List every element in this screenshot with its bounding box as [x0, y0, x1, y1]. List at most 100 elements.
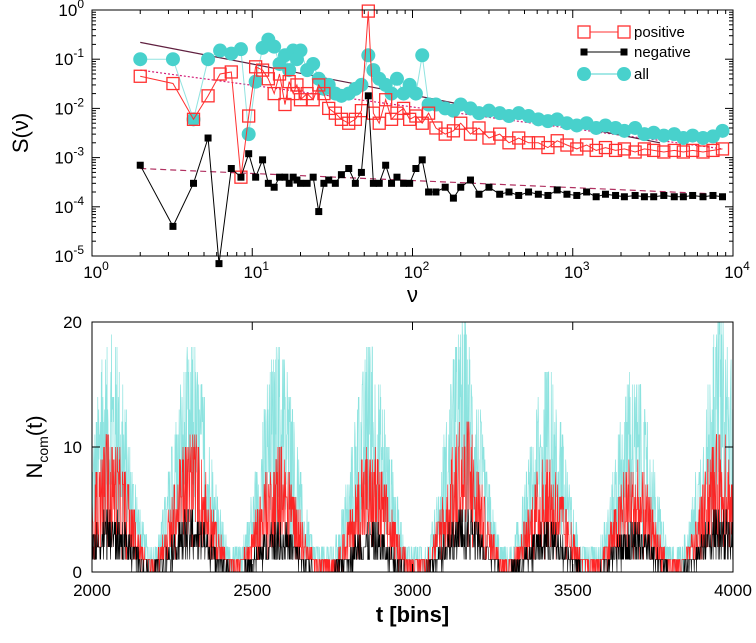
data-point-positive	[234, 170, 248, 184]
data-point-positive	[676, 145, 691, 159]
data-point-negative	[237, 173, 245, 181]
data-point-negative	[259, 156, 267, 164]
y-tick-label: 0	[73, 563, 82, 582]
data-point-negative	[169, 222, 177, 230]
y-tick-label: 20	[63, 313, 82, 332]
legend-label: positive	[634, 24, 685, 41]
tick-base: 10	[564, 263, 583, 282]
data-point-positive	[421, 106, 436, 120]
x-tick-label: 3500	[554, 581, 592, 600]
data-point-negative	[345, 165, 353, 173]
tick-base: 10	[54, 149, 73, 168]
tick-base: 10	[724, 263, 743, 282]
data-point-negative	[412, 165, 420, 173]
x-tick-label: 102	[404, 259, 430, 282]
data-point-positive	[696, 145, 710, 159]
trace-positive	[91, 421, 734, 573]
data-point-positive	[201, 89, 215, 103]
y-axis-label-sub: com	[35, 436, 51, 462]
series-line-negative	[139, 95, 723, 264]
data-point-positive	[628, 145, 642, 159]
x-tick-label: 3000	[394, 581, 432, 600]
data-point-negative	[592, 193, 600, 201]
data-point-negative	[303, 179, 311, 187]
data-point-negative	[276, 173, 284, 181]
data-point-negative	[485, 183, 493, 191]
data-point-positive	[715, 142, 730, 156]
legend-marker	[577, 25, 591, 39]
x-axis-label: ν	[407, 282, 418, 307]
data-point-negative	[640, 193, 648, 201]
data-point-positive	[454, 116, 468, 130]
data-point-negative	[650, 193, 658, 201]
legend-item-positive: positive	[577, 24, 685, 41]
data-point-negative	[620, 193, 628, 201]
data-point-positive	[224, 65, 238, 79]
data-point-all	[248, 74, 263, 89]
data-point-positive	[317, 86, 331, 101]
data-point-positive	[512, 131, 526, 145]
data-point-positive	[261, 72, 275, 86]
data-point-negative	[320, 179, 328, 187]
data-point-positive	[396, 101, 411, 116]
data-point-negative	[337, 171, 345, 179]
x-tick-label: 104	[724, 259, 750, 282]
data-point-all	[481, 103, 496, 118]
x-tick-label: 103	[564, 259, 590, 282]
data-point-negative	[563, 190, 571, 198]
data-point-all	[617, 123, 632, 138]
data-point-negative	[245, 150, 253, 158]
data-point-negative	[388, 179, 396, 187]
tick-base: 10	[404, 263, 423, 282]
legend-marker	[617, 25, 631, 39]
legend-marker	[617, 67, 631, 81]
tick-exponent: -4	[73, 194, 84, 208]
x-tick-label: 2500	[233, 581, 271, 600]
time-series-traces	[91, 321, 734, 573]
data-point-negative	[227, 165, 235, 173]
data-point-positive	[248, 60, 263, 74]
data-point-positive	[637, 142, 652, 156]
y-tick-label: 10-4	[54, 194, 84, 217]
data-point-positive	[589, 143, 603, 158]
legend-label: negative	[634, 44, 691, 61]
tick-base: 10	[243, 263, 262, 282]
tick-exponent: 4	[743, 259, 750, 273]
series-negative	[136, 92, 727, 268]
data-point-positive	[334, 112, 349, 126]
data-point-positive	[482, 131, 496, 145]
data-point-positive	[541, 140, 555, 155]
data-point-negative	[289, 173, 297, 181]
data-point-positive	[706, 143, 720, 158]
tick-base: 10	[58, 1, 77, 20]
y-tick-label: 10	[63, 438, 82, 457]
data-point-positive	[617, 142, 632, 156]
data-point-positive	[521, 136, 536, 150]
data-point-positive	[379, 93, 393, 107]
series-positive	[133, 4, 730, 184]
data-point-negative	[331, 179, 339, 187]
data-point-positive	[560, 138, 574, 152]
data-point-negative	[264, 179, 272, 187]
legend-marker	[577, 67, 591, 81]
fit-line-negative	[140, 167, 723, 195]
data-point-all	[133, 52, 148, 67]
y-axis-label-main: N	[22, 463, 47, 479]
data-point-negative	[215, 260, 223, 268]
data-point-all	[408, 86, 423, 101]
x-tick-label: 101	[243, 259, 269, 282]
data-point-negative	[281, 173, 289, 181]
data-point-negative	[660, 191, 668, 199]
data-point-negative	[357, 168, 365, 176]
tick-exponent: -3	[73, 145, 84, 159]
tick-exponent: -5	[73, 243, 84, 257]
data-point-all	[354, 77, 369, 92]
data-point-positive	[493, 127, 507, 141]
legend: positive negative all	[577, 24, 691, 83]
data-point-positive	[312, 78, 326, 92]
data-point-negative	[285, 179, 293, 187]
data-point-positive	[133, 69, 147, 83]
data-point-positive	[272, 67, 287, 81]
y-axis-label: Ncom(t)	[22, 415, 51, 478]
